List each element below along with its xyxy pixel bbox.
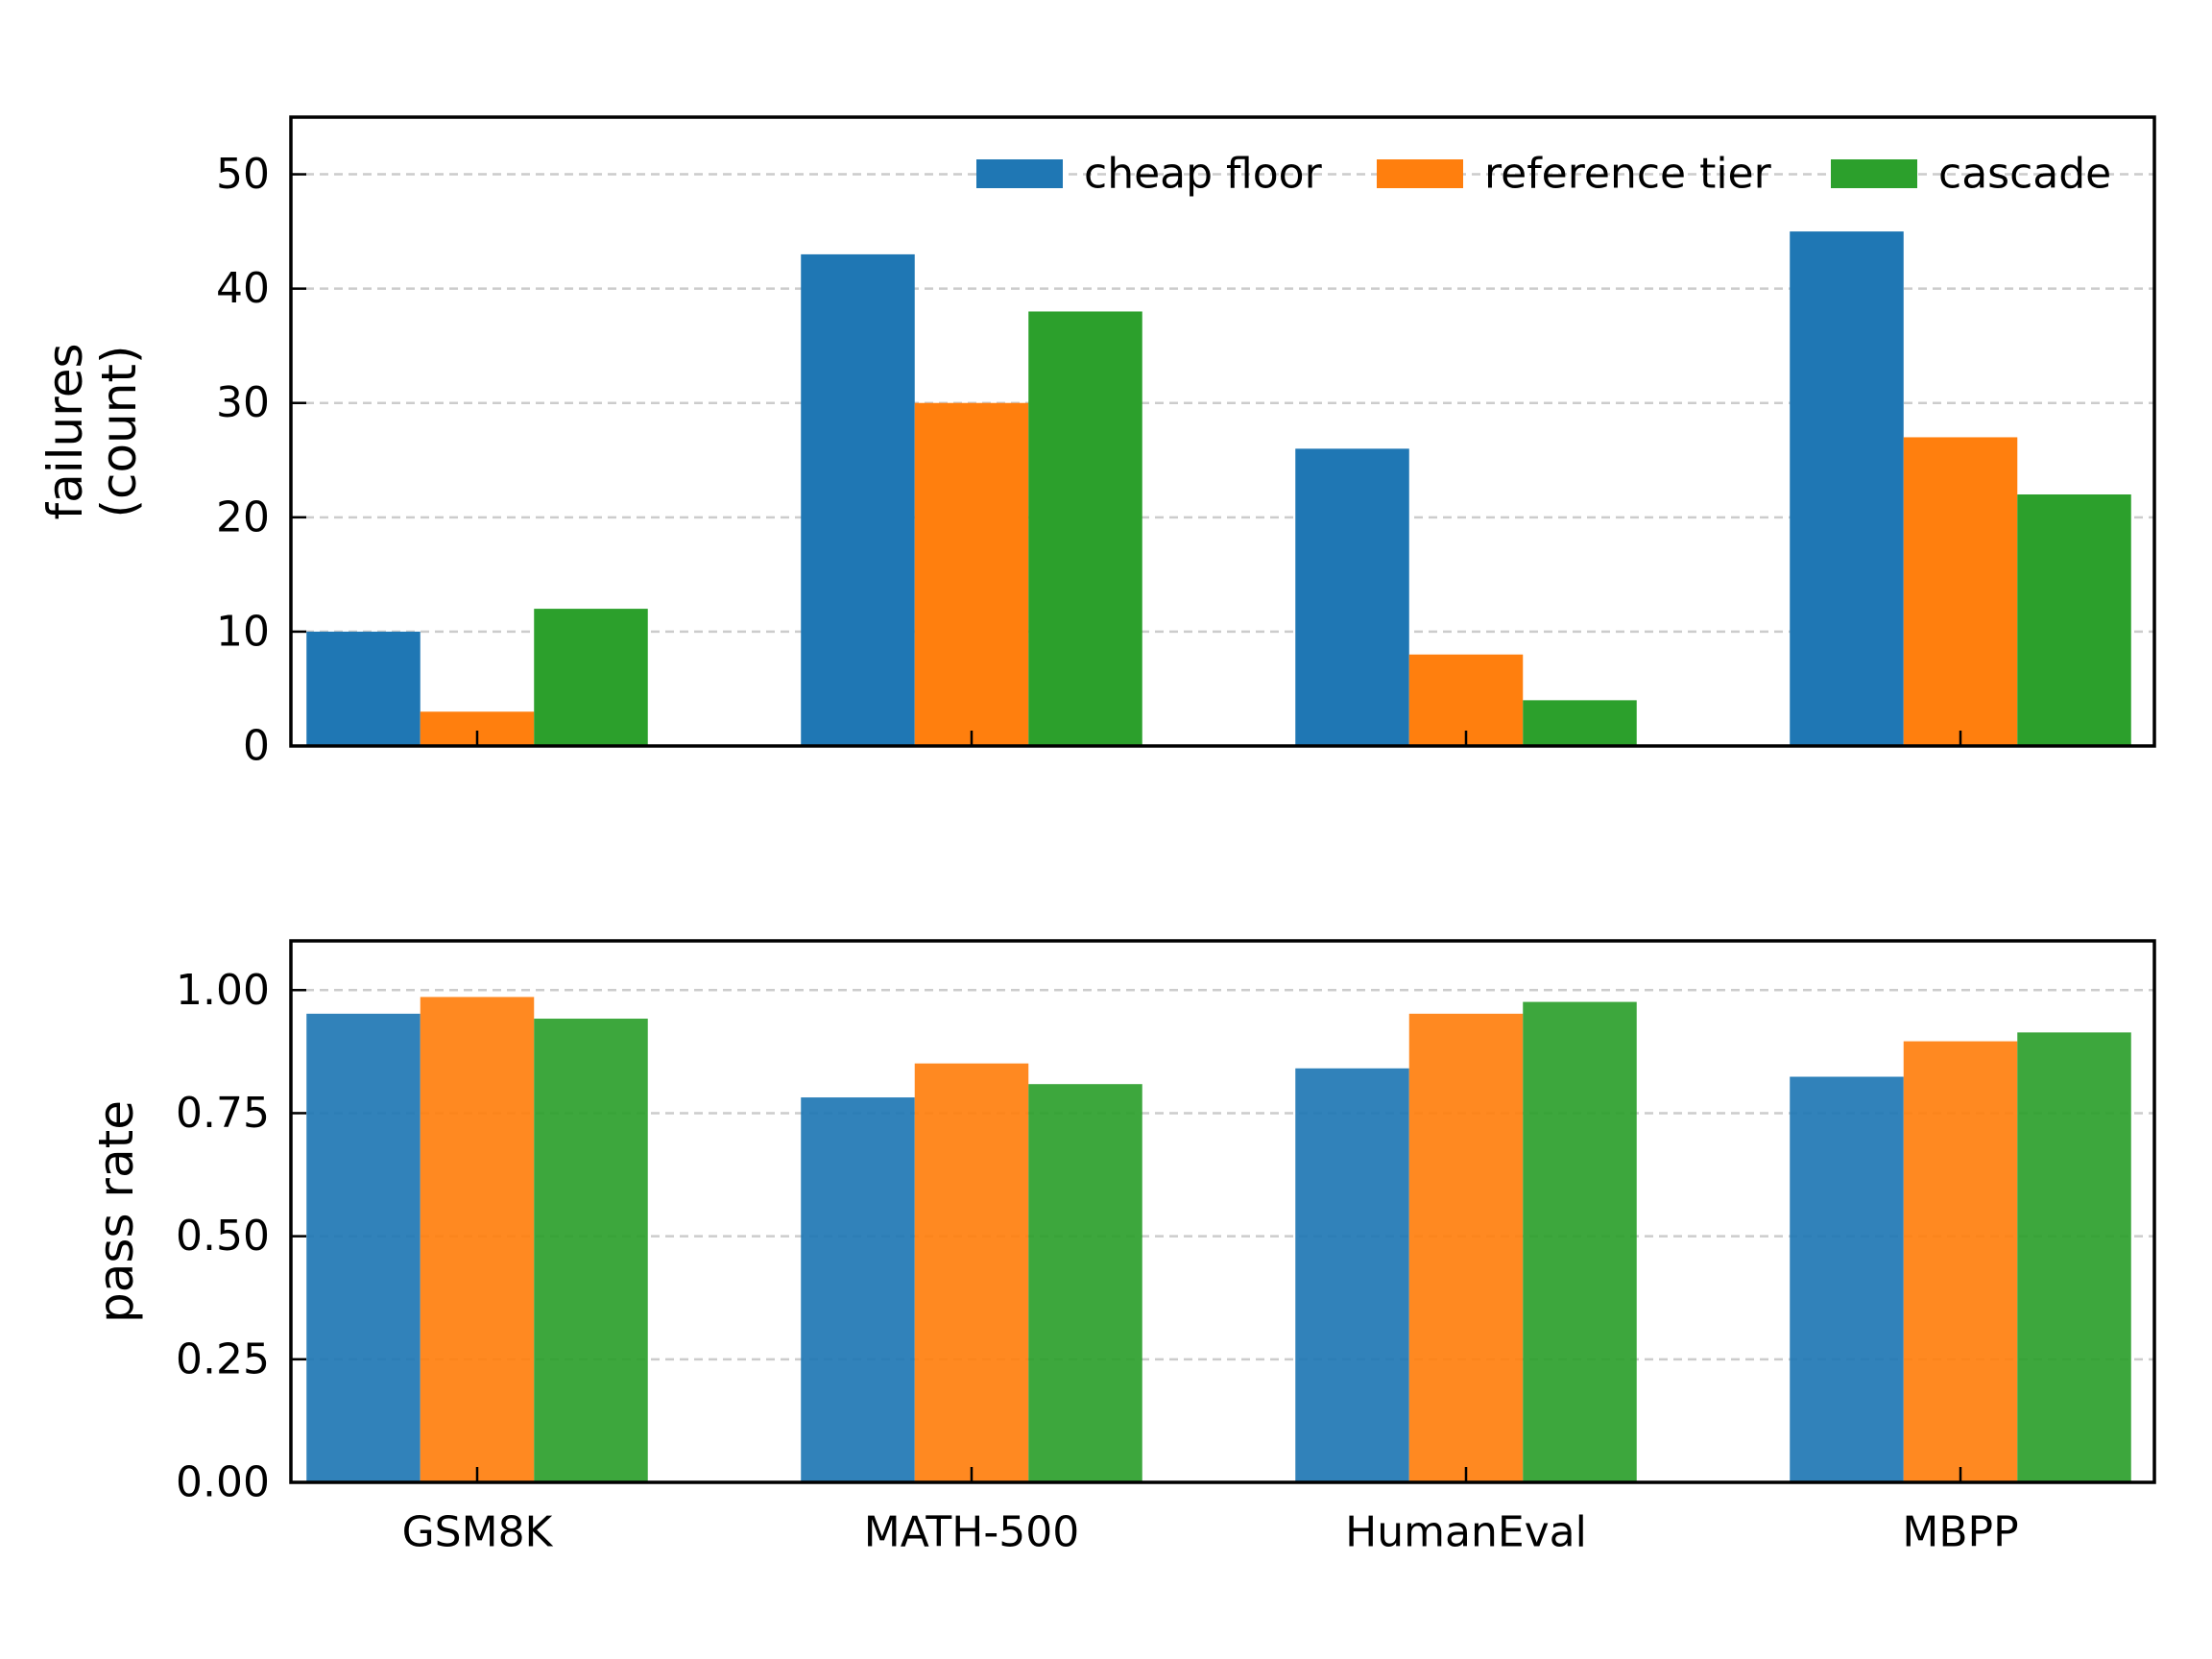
pass-rate-ytick-label: 0.75	[176, 1089, 270, 1138]
failures-ytick-label: 20	[216, 493, 270, 541]
pass-rate-panel: 0.00 0.25 0.50 0.75 1.00 cheap floor GSM8K: 0…	[88, 939, 2156, 1557]
failures-panel: 0 10 20 30 40 50 cheap floor GSM8K: 10 referenc…	[37, 115, 2156, 771]
pass-rate-bar: cascade MATH-500: 0.809	[1028, 1084, 1142, 1482]
failures-bar: cascade MBPP: 22	[2017, 494, 2131, 746]
failures-ytick-label: 40	[216, 264, 270, 313]
failures-bar: reference tier MATH-500: 30	[914, 402, 1029, 746]
pass-rate-ytick-label: 0.00	[176, 1458, 270, 1507]
failures-bar: cheap floor HumanEval: 26	[1295, 448, 1409, 746]
pass-rate-ylabel: pass rate	[88, 1100, 144, 1323]
pass-rate-bar: cheap floor HumanEval: 0.841	[1295, 1068, 1409, 1482]
failures-bar: cheap floor MATH-500: 43	[801, 253, 915, 747]
pass-rate-bar: cheap floor GSM8K: 0.952	[306, 1013, 421, 1482]
failures-ytick-label: 0	[243, 722, 270, 771]
pass-rate-xtick-label: MBPP	[1902, 1508, 2018, 1557]
failures-ytick-label: 50	[216, 150, 270, 199]
legend-swatch-cascade	[1831, 159, 1917, 188]
failures-ylabel-line: (count)	[91, 345, 147, 517]
pass-rate-ytick-label: 0.25	[176, 1334, 270, 1383]
pass-rate-ylabel-line: pass rate	[88, 1100, 144, 1323]
legend-swatch-reference-tier	[1377, 159, 1463, 188]
pass-rate-bar: cascade HumanEval: 0.976	[1523, 1001, 1637, 1482]
failures-bar: cascade GSM8K: 12	[534, 609, 648, 746]
failures-bar: cascade HumanEval: 4	[1523, 700, 1637, 746]
legend-swatch-cheap-floor	[976, 159, 1063, 188]
pass-rate-bar: reference tier MATH-500: 0.851	[914, 1063, 1029, 1482]
pass-rate-axes-frame	[289, 939, 2156, 1484]
pass-rate-bar: reference tier GSM8K: 0.986	[420, 997, 535, 1482]
pass-rate-ytick-label: 0.50	[176, 1212, 270, 1261]
pass-rate-bar: cheap floor MBPP: 0.824	[1790, 1076, 1904, 1482]
failures-ylabel-line: failures	[37, 344, 93, 520]
pass-rate-bar: cheap floor MATH-500: 0.782	[801, 1097, 915, 1482]
failures-axes-frame	[289, 115, 2156, 748]
legend-label: cheap floor	[1084, 150, 1323, 199]
legend-label: reference tier	[1484, 150, 1772, 199]
failures-bar: cheap floor GSM8K: 10	[306, 631, 421, 746]
pass-rate-bar: reference tier MBPP: 0.896	[1903, 1041, 2018, 1482]
pass-rate-bar: cascade MBPP: 0.914	[2017, 1032, 2131, 1482]
failures-bar: cheap floor MBPP: 45	[1790, 231, 1904, 746]
failures-ytick-label: 30	[216, 378, 270, 427]
pass-rate-bar: reference tier HumanEval: 0.952	[1408, 1013, 1524, 1482]
pass-rate-xtick-label: GSM8K	[402, 1508, 554, 1557]
legend-label: cascade	[1938, 150, 2111, 199]
failures-bar: cascade MATH-500: 38	[1028, 311, 1142, 746]
failures-ytick-label: 10	[216, 607, 270, 656]
failures-ylabel: failures(count)	[37, 344, 147, 520]
pass-rate-ytick-label: 1.00	[176, 966, 270, 1015]
pass-rate-bar: cascade GSM8K: 0.942	[534, 1019, 648, 1482]
pass-rate-xtick-label: HumanEval	[1345, 1508, 1587, 1557]
failures-bar: reference tier MBPP: 27	[1903, 437, 2018, 746]
pass-rate-xtick-label: MATH-500	[864, 1508, 1079, 1557]
